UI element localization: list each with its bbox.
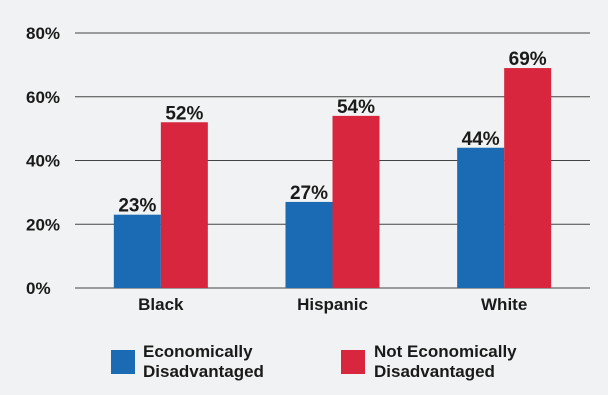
y-axis-ticks: 0% 20% 40% 60% 80%: [26, 24, 60, 298]
legend-swatch: [341, 350, 365, 374]
data-label: 54%: [337, 97, 375, 118]
y-tick-label: 60%: [26, 88, 60, 107]
legend-swatch: [111, 350, 135, 374]
category-label: Hispanic: [297, 295, 368, 314]
category-label: Black: [138, 295, 184, 314]
bar: [113, 214, 161, 288]
data-labels: 23% 52% 27% 54% 44% 69%: [118, 49, 546, 217]
x-axis-categories: Black Hispanic White: [138, 295, 527, 314]
bar: [332, 115, 380, 288]
y-tick-label: 0%: [26, 279, 51, 298]
category-label: White: [481, 295, 527, 314]
data-label: 44%: [462, 129, 500, 150]
data-label: 23%: [118, 196, 156, 217]
bar: [504, 68, 552, 288]
data-label: 52%: [165, 103, 203, 124]
legend-label: Economically: [143, 342, 253, 361]
bar: [285, 201, 333, 288]
y-tick-label: 40%: [26, 152, 60, 171]
bar: [160, 122, 208, 288]
legend-label: Disadvantaged: [143, 362, 264, 381]
legend-label: Not Economically: [374, 342, 517, 361]
y-tick-label: 20%: [26, 215, 60, 234]
bars: [113, 68, 552, 288]
y-tick-label: 80%: [26, 24, 60, 43]
data-label: 69%: [509, 49, 547, 70]
data-label: 27%: [290, 183, 328, 204]
bar: [457, 147, 505, 288]
legend-label: Disadvantaged: [374, 362, 495, 381]
